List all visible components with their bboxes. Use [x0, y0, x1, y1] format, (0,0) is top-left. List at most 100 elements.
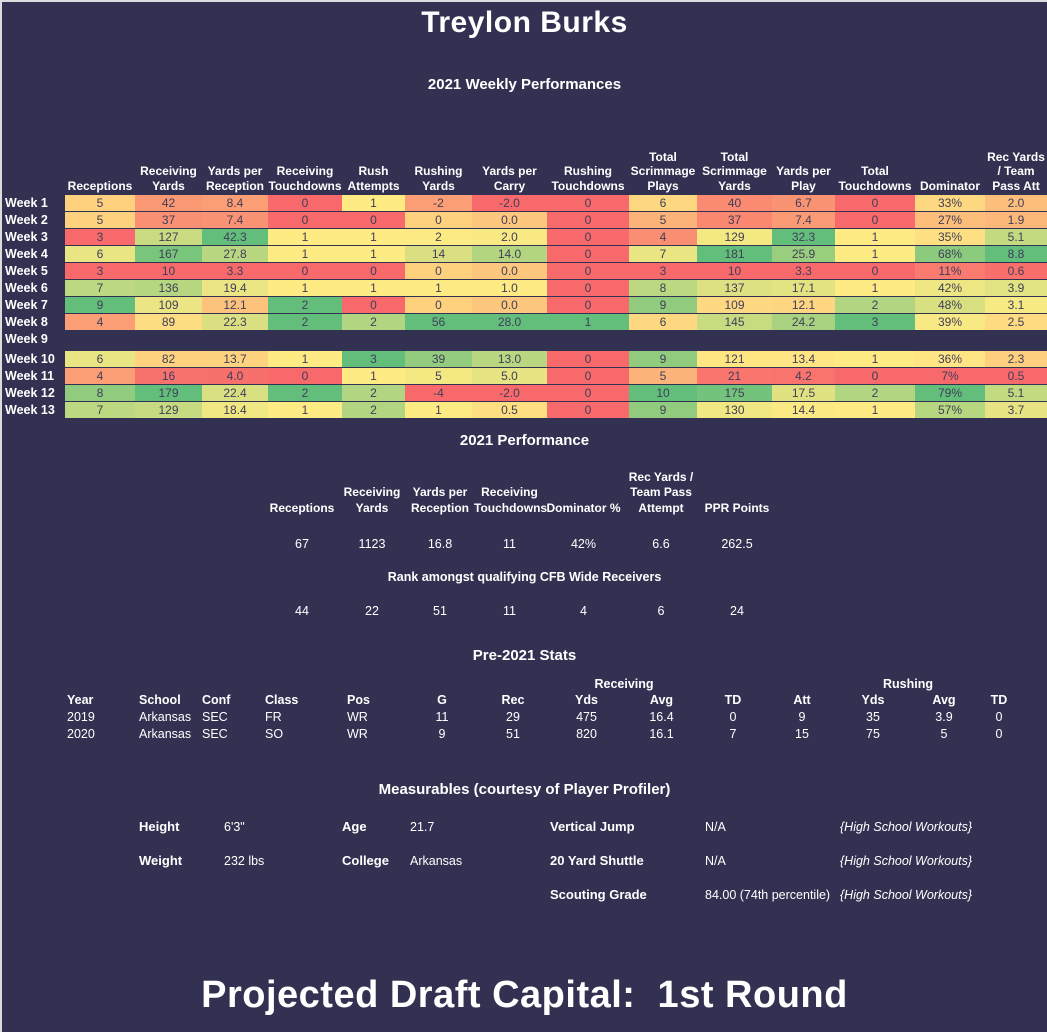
heatmap-cell: 4.0 [202, 368, 268, 384]
pre2021-column-header: Yds [575, 693, 598, 707]
heatmap-cell: 2.3 [985, 351, 1047, 367]
heatmap-cell: 2.0 [472, 229, 547, 245]
measurable-label: 20 Yard Shuttle [550, 853, 644, 868]
heatmap-cell: 28.0 [472, 314, 547, 330]
pre2021-cell: 29 [506, 710, 520, 724]
week-label: Week 10 [5, 352, 55, 366]
week-label: Week 6 [5, 281, 48, 295]
pre2021-row: 2020 Arkansas SEC SO WR 9 51 820 16.1 7 15 75 5 0 [67, 726, 1047, 743]
performance-rank: 11 [503, 604, 516, 618]
pre2021-cell: 9 [438, 727, 446, 741]
heatmap-cell: 0 [547, 368, 629, 384]
heatmap-cell: 33% [915, 195, 985, 211]
performance-title: 2021 Performance [459, 432, 590, 449]
heatmap-cell: 1 [342, 229, 405, 245]
measurable-note: {High School Workouts} [840, 820, 973, 834]
heatmap-cell: 42 [135, 195, 202, 211]
heatmap-cell: 37 [697, 212, 772, 228]
heatmap-cell: 6.7 [772, 195, 835, 211]
heatmap-cell: 0 [405, 297, 472, 313]
heatmap-cell: -4 [405, 385, 472, 401]
heatmap-cell: 3 [65, 263, 135, 279]
heatmap-cell: 6 [629, 195, 697, 211]
column-header: Yards per Carry [482, 164, 537, 193]
heatmap-cell: 2.5 [985, 314, 1047, 330]
pre2021-column-header: Conf [202, 693, 231, 707]
heatmap-cell: 8.4 [202, 195, 268, 211]
heatmap-cell: 121 [697, 351, 772, 367]
heatmap-cell: 0.0 [472, 263, 547, 279]
performance-column-header: Rec Yards / Team Pass Attempt [628, 469, 694, 515]
heatmap-cell: 7.4 [202, 212, 268, 228]
heatmap-cell: 36% [915, 351, 985, 367]
heatmap-cell: 137 [697, 280, 772, 296]
heatmap-cell: 79% [915, 385, 985, 401]
heatmap-cell: 40 [697, 195, 772, 211]
heatmap-cell: 109 [135, 297, 202, 313]
heatmap-cell: 0 [835, 195, 915, 211]
pre2021-column-header: Avg [932, 693, 956, 707]
performance-value: 11 [503, 537, 516, 551]
week-row: Week 13 7 129 18.4 1 2 1 0.5 0 9 130 14.4 1 57% 3.7 [2, 402, 1047, 418]
draft-capital-title: Projected Draft Capital: 1st Round [201, 974, 848, 1016]
measurable-value [410, 888, 550, 902]
week-label: Week 13 [5, 403, 55, 417]
heatmap-cell: 57% [915, 402, 985, 418]
heatmap-cell: 0 [405, 212, 472, 228]
pre2021-column-header: Att [793, 693, 811, 707]
heatmap-cell: 7% [915, 368, 985, 384]
heatmap-cell: 0 [268, 368, 342, 384]
heatmap-cell: 0 [547, 195, 629, 211]
performance-values-row: 67 1123 16.8 11 42% 6.6 262.5 [2, 537, 1047, 551]
heatmap-cell: 2 [342, 314, 405, 330]
pre2021-cell: SEC [202, 727, 228, 741]
week-row: Week 10 6 82 13.7 1 3 39 13.0 0 9 121 13.4 1 36% 2.3 [2, 351, 1047, 367]
heatmap-cell: 6 [65, 351, 135, 367]
week-row: Week 9 [2, 331, 1047, 347]
performance-column-header: Dominator % [546, 500, 621, 515]
pre2021-column-header: Avg [649, 693, 674, 707]
heatmap-cell: 21 [697, 368, 772, 384]
heatmap-cell: 5.1 [985, 229, 1047, 245]
heatmap-cell: 2 [268, 314, 342, 330]
heatmap-cell: 9 [629, 351, 697, 367]
measurable-label: Vertical Jump [550, 819, 635, 834]
pre2021-column-header: Rec [501, 693, 525, 707]
week-label: Week 12 [5, 386, 55, 400]
pre2021-cell: 0 [995, 710, 1003, 724]
column-header: Total Scrimmage Yards [702, 149, 767, 193]
measurable-value: 6'3" [224, 820, 245, 834]
performance-rank: 4 [580, 604, 587, 618]
heatmap-cell: 1 [268, 280, 342, 296]
heatmap-cell: 18.4 [202, 402, 268, 418]
heatmap-cell: 0 [547, 297, 629, 313]
pre2021-cell: 0 [995, 727, 1003, 741]
heatmap-cell: 6 [629, 314, 697, 330]
heatmap-cell: 1 [835, 351, 915, 367]
weekly-performances-title: 2021 Weekly Performances [427, 76, 622, 93]
heatmap-cell: 12.1 [202, 297, 268, 313]
heatmap-cell: 19.4 [202, 280, 268, 296]
heatmap-cell: 3.3 [202, 263, 268, 279]
column-header: Receiving Touchdowns [268, 164, 342, 193]
pre2021-title: Pre-2021 Stats [472, 647, 577, 664]
heatmap-cell: 0.5 [985, 368, 1047, 384]
pre2021-cell: 16.4 [649, 710, 674, 724]
pre2021-column-header: TD [724, 693, 742, 707]
measurable-value: 84.00 (74th percentile) [705, 888, 831, 902]
heatmap-cell: 10 [629, 385, 697, 401]
performance-value: 262.5 [721, 537, 753, 551]
heatmap-cell: 109 [697, 297, 772, 313]
performance-column-header: PPR Points [704, 500, 770, 515]
performance-value: 42% [570, 537, 597, 551]
weekly-header-row: Receptions Receiving Yards Yards per Recep… [2, 133, 1047, 193]
measurable-label [139, 888, 224, 902]
pre2021-column-header: TD [990, 693, 1008, 707]
pre2021-column-header: Yds [861, 693, 885, 707]
heatmap-cell: 9 [629, 297, 697, 313]
heatmap-cell: 0.0 [472, 297, 547, 313]
performance-column-header: Receiving Touchdowns [474, 485, 548, 515]
heatmap-cell: 130 [697, 402, 772, 418]
column-header: Rushing Yards [414, 164, 463, 193]
heatmap-cell: 13.0 [472, 351, 547, 367]
